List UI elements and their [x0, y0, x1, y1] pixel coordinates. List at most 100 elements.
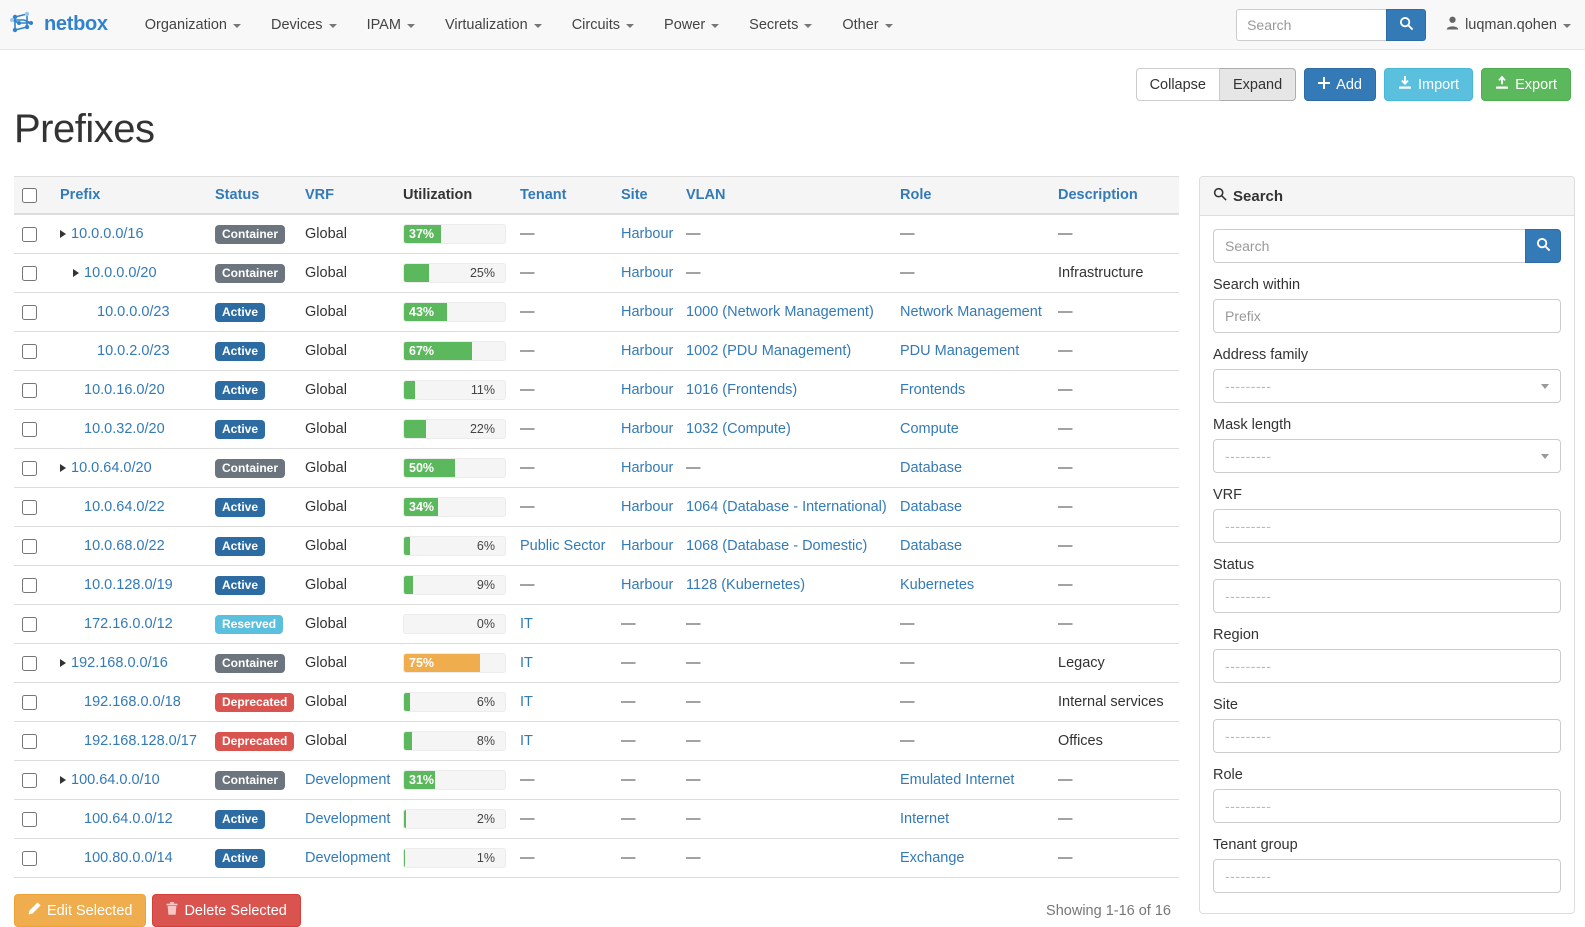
expand-toggle-icon[interactable]: [60, 230, 66, 238]
header-role[interactable]: Role: [892, 176, 1050, 215]
nav-item-virtualization[interactable]: Virtualization: [430, 0, 557, 50]
header-description[interactable]: Description: [1050, 176, 1179, 215]
site-link[interactable]: Harbour: [621, 343, 674, 359]
row-checkbox[interactable]: [22, 733, 37, 749]
header-tenant[interactable]: Tenant: [512, 176, 613, 215]
filter-box[interactable]: ---------: [1213, 719, 1561, 753]
vlan-link[interactable]: 1000 (Network Management): [686, 304, 874, 320]
prefix-link[interactable]: 10.0.64.0/20: [71, 460, 152, 476]
vlan-link[interactable]: 1002 (PDU Management): [686, 343, 852, 359]
site-link[interactable]: Harbour: [621, 421, 674, 437]
row-checkbox[interactable]: [22, 577, 37, 593]
vlan-link[interactable]: 1032 (Compute): [686, 421, 791, 437]
prefix-link[interactable]: 10.0.128.0/19: [84, 577, 173, 593]
header-vrf[interactable]: VRF: [297, 176, 395, 215]
nav-item-circuits[interactable]: Circuits: [557, 0, 649, 50]
prefix-link[interactable]: 10.0.64.0/22: [84, 499, 165, 515]
role-link[interactable]: Compute: [900, 421, 959, 437]
row-checkbox[interactable]: [22, 655, 37, 671]
vrf-link[interactable]: Development: [305, 850, 391, 866]
vlan-link[interactable]: 1068 (Database - Domestic): [686, 538, 868, 554]
site-link[interactable]: Harbour: [621, 460, 674, 476]
site-link[interactable]: Harbour: [621, 577, 674, 593]
prefix-link[interactable]: 100.64.0.0/12: [84, 811, 173, 827]
tenant-link[interactable]: IT: [520, 655, 533, 671]
nav-item-devices[interactable]: Devices: [256, 0, 352, 50]
global-search-input[interactable]: [1236, 8, 1387, 41]
prefix-link[interactable]: 192.168.128.0/17: [84, 733, 197, 749]
prefix-link[interactable]: 192.168.0.0/16: [71, 655, 168, 671]
nav-item-power[interactable]: Power: [649, 0, 734, 50]
prefix-link[interactable]: 10.0.0.0/20: [84, 265, 157, 281]
row-checkbox[interactable]: [22, 343, 37, 359]
tenant-link[interactable]: IT: [520, 733, 533, 749]
row-checkbox[interactable]: [22, 694, 37, 710]
prefix-link[interactable]: 100.80.0.0/14: [84, 850, 173, 866]
row-checkbox[interactable]: [22, 421, 37, 437]
role-link[interactable]: Emulated Internet: [900, 772, 1015, 788]
header-site[interactable]: Site: [613, 176, 678, 215]
vrf-link[interactable]: Development: [305, 811, 391, 827]
filter-box[interactable]: ---------: [1213, 649, 1561, 683]
vlan-link[interactable]: 1128 (Kubernetes): [686, 577, 806, 593]
prefix-link[interactable]: 10.0.32.0/20: [84, 421, 165, 437]
role-link[interactable]: Database: [900, 538, 963, 554]
expand-toggle-icon[interactable]: [60, 464, 66, 472]
header-prefix[interactable]: Prefix: [52, 176, 207, 215]
filter-box[interactable]: ---------: [1213, 859, 1561, 893]
site-link[interactable]: Harbour: [621, 304, 674, 320]
user-menu[interactable]: luqman.qohen: [1446, 16, 1571, 34]
global-search-button[interactable]: [1386, 8, 1427, 41]
add-button[interactable]: Add: [1304, 68, 1376, 101]
role-link[interactable]: Database: [900, 499, 963, 515]
vrf-link[interactable]: Development: [305, 772, 391, 788]
header-vlan[interactable]: VLAN: [678, 176, 892, 215]
netbox-logo[interactable]: netbox: [10, 10, 108, 39]
delete-selected-button[interactable]: Delete Selected: [152, 894, 301, 927]
edit-selected-button[interactable]: Edit Selected: [14, 894, 147, 927]
sidebar-search-button[interactable]: [1525, 229, 1561, 263]
prefix-link[interactable]: 100.64.0.0/10: [71, 772, 160, 788]
prefix-link[interactable]: 10.0.2.0/23: [97, 343, 170, 359]
row-checkbox[interactable]: [22, 850, 37, 866]
row-checkbox[interactable]: [22, 265, 37, 281]
site-link[interactable]: Harbour: [621, 499, 674, 515]
filter-box[interactable]: ---------: [1213, 789, 1561, 823]
collapse-button[interactable]: Collapse: [1135, 68, 1220, 101]
role-link[interactable]: Network Management: [900, 304, 1042, 320]
prefix-link[interactable]: 10.0.16.0/20: [84, 382, 165, 398]
role-link[interactable]: Internet: [900, 811, 950, 827]
row-checkbox[interactable]: [22, 811, 37, 827]
site-link[interactable]: Harbour: [621, 226, 674, 242]
expand-toggle-icon[interactable]: [60, 659, 66, 667]
role-link[interactable]: Exchange: [900, 850, 965, 866]
sidebar-search-input[interactable]: [1213, 229, 1526, 263]
site-link[interactable]: Harbour: [621, 265, 674, 281]
row-checkbox[interactable]: [22, 538, 37, 554]
expand-button[interactable]: Expand: [1219, 68, 1297, 101]
row-checkbox[interactable]: [22, 226, 37, 242]
tenant-link[interactable]: IT: [520, 694, 533, 710]
row-checkbox[interactable]: [22, 616, 37, 632]
row-checkbox[interactable]: [22, 304, 37, 320]
nav-item-organization[interactable]: Organization: [130, 0, 256, 50]
export-button[interactable]: Export: [1481, 68, 1571, 101]
tenant-link[interactable]: Public Sector: [520, 538, 606, 554]
prefix-link[interactable]: 192.168.0.0/18: [84, 694, 181, 710]
tenant-link[interactable]: IT: [520, 616, 533, 632]
role-link[interactable]: Database: [900, 460, 963, 476]
role-link[interactable]: Kubernetes: [900, 577, 975, 593]
filter-select[interactable]: ---------: [1213, 439, 1561, 473]
select-all-checkbox[interactable]: [22, 187, 37, 203]
row-checkbox[interactable]: [22, 382, 37, 398]
prefix-link[interactable]: 172.16.0.0/12: [84, 616, 173, 632]
expand-toggle-icon[interactable]: [73, 269, 79, 277]
filter-box[interactable]: ---------: [1213, 509, 1561, 543]
row-checkbox[interactable]: [22, 499, 37, 515]
nav-item-ipam[interactable]: IPAM: [352, 0, 430, 50]
header-status[interactable]: Status: [207, 176, 297, 215]
row-checkbox[interactable]: [22, 772, 37, 788]
prefix-link[interactable]: 10.0.0.0/16: [71, 226, 144, 242]
nav-item-secrets[interactable]: Secrets: [734, 0, 827, 50]
vlan-link[interactable]: 1016 (Frontends): [686, 382, 798, 398]
